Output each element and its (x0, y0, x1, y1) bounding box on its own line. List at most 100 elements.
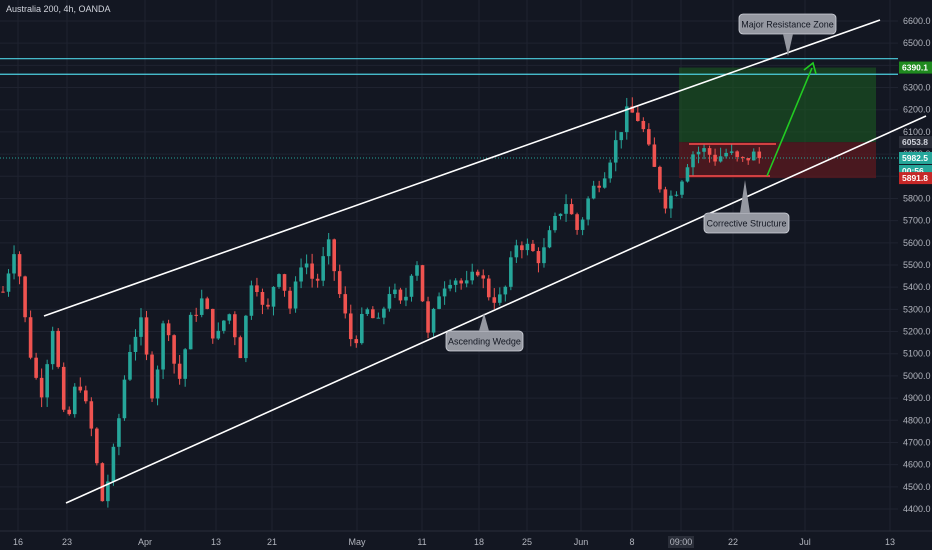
candle[interactable] (597, 185, 601, 188)
candle[interactable] (718, 156, 723, 162)
candle[interactable] (205, 298, 210, 309)
candle[interactable] (144, 317, 149, 355)
candle[interactable] (713, 154, 717, 162)
candle[interactable] (663, 189, 668, 209)
candle[interactable] (194, 314, 199, 316)
candle[interactable] (100, 463, 105, 502)
candle[interactable] (28, 317, 33, 358)
candle[interactable] (56, 330, 61, 367)
candle[interactable] (50, 330, 55, 365)
candle[interactable] (464, 280, 469, 284)
candle[interactable] (183, 349, 187, 379)
price-tag-stop[interactable] (899, 172, 932, 185)
candle[interactable] (84, 390, 88, 402)
candle[interactable] (437, 296, 441, 309)
price-tag-last[interactable] (899, 151, 932, 164)
candle[interactable] (641, 120, 646, 130)
candle[interactable] (619, 132, 624, 141)
candle[interactable] (371, 309, 375, 319)
candle[interactable] (536, 251, 541, 264)
candle[interactable] (669, 195, 673, 209)
candle[interactable] (17, 254, 22, 277)
candle[interactable] (415, 265, 419, 276)
corrective-structure-callout[interactable]: Corrective Structure (703, 180, 790, 234)
candle[interactable] (404, 296, 408, 301)
candle[interactable] (498, 294, 502, 303)
candle[interactable] (45, 364, 49, 398)
candle[interactable] (1, 291, 5, 293)
candle[interactable] (188, 314, 193, 350)
candle[interactable] (244, 315, 248, 359)
candle[interactable] (354, 339, 359, 344)
candle[interactable] (166, 323, 171, 336)
candle[interactable] (586, 198, 590, 220)
candle[interactable] (310, 263, 314, 279)
candle[interactable] (321, 256, 325, 281)
wedge-trendlines[interactable] (43, 19, 927, 504)
candle[interactable] (691, 154, 695, 168)
candle[interactable] (658, 166, 662, 190)
candle[interactable] (575, 214, 579, 230)
candle[interactable] (111, 446, 116, 482)
candle[interactable] (78, 386, 83, 391)
candle[interactable] (106, 481, 110, 502)
candle[interactable] (514, 245, 519, 258)
candle[interactable] (72, 386, 77, 415)
candle[interactable] (751, 151, 756, 161)
candle[interactable] (67, 409, 72, 415)
major-resistance-callout[interactable]: Major Resistance Zone (738, 13, 837, 56)
wedge-upper-line[interactable] (43, 19, 881, 317)
candle[interactable] (304, 263, 309, 268)
candle[interactable] (238, 337, 243, 359)
candle[interactable] (492, 297, 497, 303)
candle[interactable] (326, 239, 331, 257)
candle[interactable] (260, 291, 265, 305)
ascending-wedge-callout[interactable]: Ascending Wedge (445, 313, 524, 352)
stop-zone[interactable] (679, 142, 876, 179)
candle[interactable] (531, 243, 535, 252)
candle[interactable] (553, 215, 557, 231)
candle[interactable] (227, 314, 232, 321)
candle[interactable] (729, 151, 734, 153)
candle[interactable] (448, 284, 452, 289)
candle[interactable] (735, 151, 739, 157)
candle[interactable] (569, 204, 574, 215)
candle[interactable] (233, 314, 237, 338)
price-tag-target[interactable] (899, 61, 932, 74)
candle[interactable] (139, 317, 143, 337)
candle[interactable] (757, 151, 762, 159)
candle[interactable] (266, 304, 270, 307)
candle[interactable] (117, 418, 121, 447)
candle[interactable] (161, 323, 165, 370)
wedge-lower-line[interactable] (65, 115, 927, 504)
candle[interactable] (177, 363, 182, 379)
price-tag-entry[interactable] (899, 136, 932, 149)
candle[interactable] (199, 298, 204, 315)
candle[interactable] (542, 247, 546, 264)
candle[interactable] (481, 275, 486, 279)
candle[interactable] (525, 243, 530, 251)
candle[interactable] (602, 178, 607, 188)
candle[interactable] (420, 265, 425, 302)
candle[interactable] (636, 112, 640, 121)
chart-annotations[interactable]: Major Resistance Zone Corrective Structur… (445, 13, 837, 352)
candle[interactable] (122, 379, 127, 419)
candle[interactable] (332, 239, 337, 272)
candle[interactable] (647, 129, 651, 145)
candle-series[interactable] (1, 97, 762, 508)
candle[interactable] (707, 148, 712, 155)
candle[interactable] (613, 140, 618, 163)
candle[interactable] (128, 352, 132, 380)
candle[interactable] (685, 167, 690, 182)
candle[interactable] (398, 289, 403, 301)
candle[interactable] (365, 309, 370, 314)
candle[interactable] (608, 162, 613, 179)
candle[interactable] (393, 289, 397, 295)
candle[interactable] (431, 308, 436, 333)
target-arrow[interactable] (766, 67, 813, 177)
candle[interactable] (271, 286, 276, 307)
candle[interactable] (172, 335, 176, 364)
candle[interactable] (155, 369, 160, 399)
candle[interactable] (702, 148, 706, 152)
